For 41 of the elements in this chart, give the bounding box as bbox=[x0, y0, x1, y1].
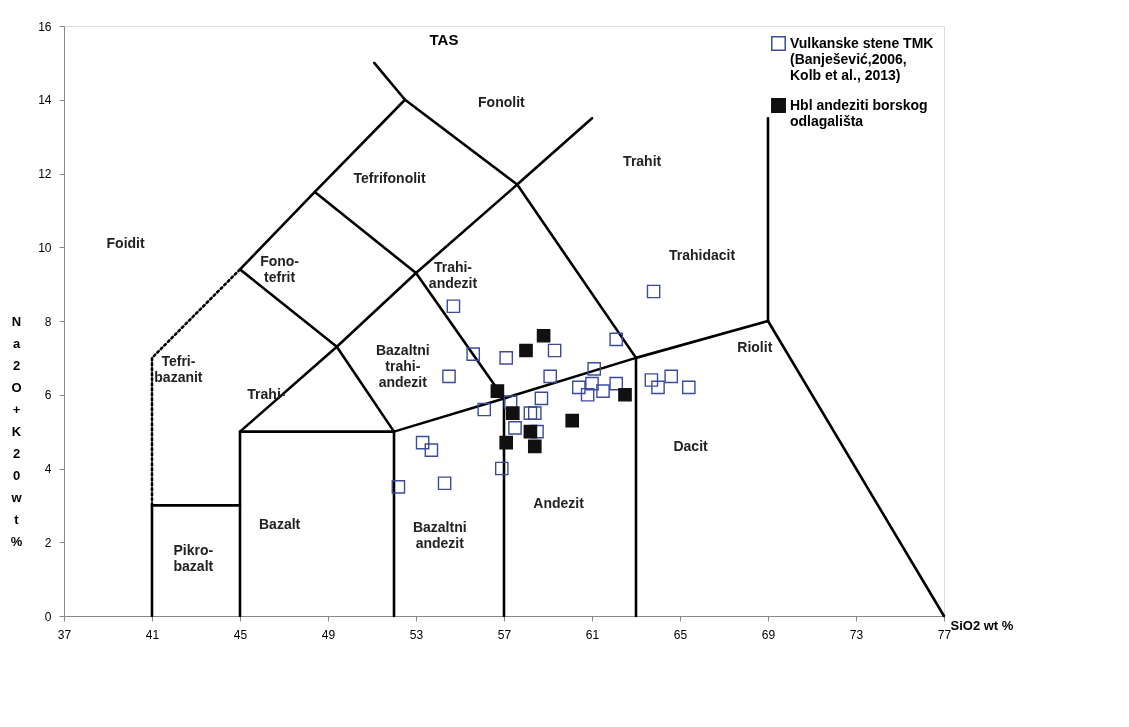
annotation: Fonolit bbox=[478, 93, 526, 110]
y-tick-label: 8 bbox=[44, 314, 52, 329]
annotation: Trahidacit bbox=[668, 247, 736, 264]
x-tick-label: 61 bbox=[585, 627, 600, 642]
y-tick-label: 4 bbox=[44, 462, 52, 476]
annotation: Fono- tefrit bbox=[260, 253, 300, 285]
annotation: Andezit bbox=[533, 494, 585, 511]
x-tick-label: 65 bbox=[673, 627, 688, 642]
y-tick-label: 14 bbox=[38, 93, 52, 108]
annotation: Trahi- bbox=[247, 385, 286, 402]
x-tick-label: 49 bbox=[321, 627, 336, 642]
x-axis-title: SiO2 wt % bbox=[950, 617, 1014, 633]
annotation: Bazalt bbox=[258, 515, 301, 532]
x-tick-label: 37 bbox=[57, 627, 72, 642]
x-tick-label: 77 bbox=[937, 627, 952, 642]
legend-label: Hbl andeziti borskog odlagališta bbox=[790, 96, 928, 129]
annotation: Foidit bbox=[106, 235, 145, 252]
annotation: Riolit bbox=[737, 338, 773, 355]
x-tick-label: 45 bbox=[233, 627, 248, 642]
y-tick-label: 12 bbox=[38, 167, 52, 181]
annotation: Trahi- andezit bbox=[428, 258, 478, 291]
x-tick-label: 73 bbox=[849, 627, 864, 642]
x-tick-label: 57 bbox=[497, 627, 512, 642]
chart-title: TAS bbox=[429, 31, 459, 48]
y-tick-label: 10 bbox=[38, 240, 52, 255]
x-tick-label: 69 bbox=[761, 627, 776, 642]
x-tick-label: 41 bbox=[145, 627, 160, 642]
annotation: Tefrifonolit bbox=[353, 170, 426, 187]
y-tick-label: 6 bbox=[44, 388, 52, 403]
annotation: Trahit bbox=[623, 152, 662, 169]
y-tick-label: 2 bbox=[44, 535, 52, 550]
y-tick-label: 0 bbox=[44, 609, 52, 624]
annotation: Bazaltni andezit bbox=[412, 518, 467, 551]
legend-label: Vulkanske stene TMK (Banješević,2006, Kolb et al., 2013) bbox=[790, 34, 934, 83]
annotation: Bazaltni trahi- andezit bbox=[375, 341, 430, 390]
annotation: Pikro- bazalt bbox=[173, 542, 214, 575]
text: Na2O+K20 wt% bbox=[10, 313, 23, 549]
y-tick-label: 16 bbox=[38, 19, 52, 34]
annotation: Tefri- bazanit bbox=[154, 353, 203, 386]
annotation: Dacit bbox=[673, 437, 709, 454]
x-tick-label: 53 bbox=[409, 627, 424, 642]
